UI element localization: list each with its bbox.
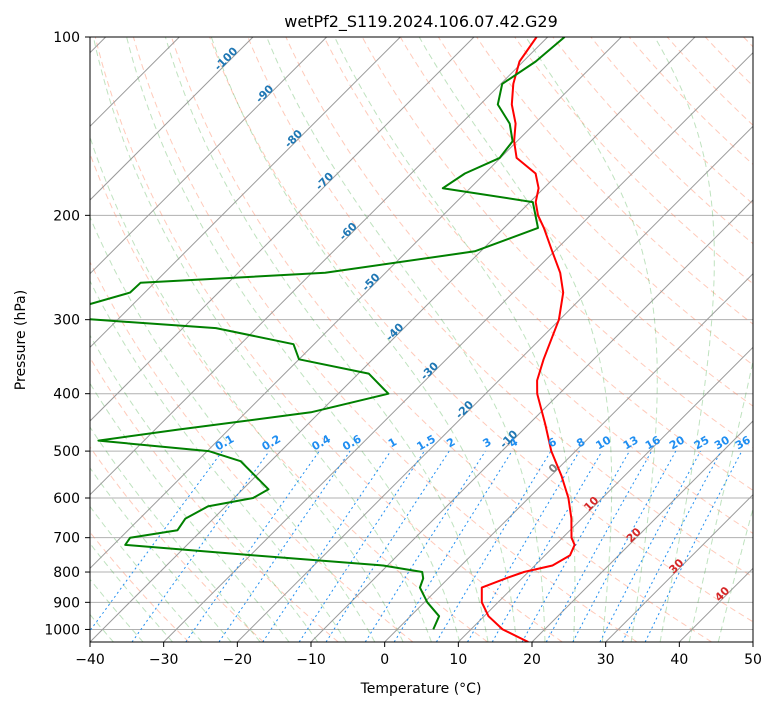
mixing-ratio-line <box>90 450 223 632</box>
mixing-ratio-line <box>435 450 552 642</box>
plot-frame <box>89 36 754 643</box>
x-tick-label: 20 <box>523 652 541 668</box>
isotherm-line <box>531 420 753 642</box>
mixing-ratio-line <box>325 450 450 642</box>
temperature-line <box>480 37 576 642</box>
mixing-ratio-line <box>644 450 743 642</box>
chart-title: wetPf2_S119.2024.106.07.42.G29 <box>284 12 558 32</box>
isotherm-line <box>310 199 753 642</box>
isotherm-line <box>90 37 696 642</box>
mixing-ratio-line <box>491 450 603 642</box>
dewpoint-line <box>90 37 566 630</box>
mixing-ratio-line <box>621 450 722 642</box>
moist-adiabat <box>90 382 290 642</box>
x-tick-label: 0 <box>380 652 389 668</box>
moist-adiabat <box>717 506 753 642</box>
dry-adiabat <box>323 37 753 491</box>
isotherm-line <box>605 493 753 642</box>
isotherm-line <box>90 37 475 422</box>
moist-adiabat <box>92 37 432 642</box>
y-tick-label: 500 <box>53 444 80 460</box>
x-tick-label: −30 <box>149 652 179 668</box>
x-tick-label: 10 <box>449 652 467 668</box>
moist-adiabat <box>90 334 319 642</box>
moist-adiabat <box>90 467 232 642</box>
x-tick-label: −10 <box>296 652 326 668</box>
moist-adiabat <box>334 37 576 642</box>
x-tick-label: −40 <box>75 652 105 668</box>
dry-adiabat <box>247 37 753 578</box>
dry-adiabat <box>476 37 753 325</box>
y-tick-label: 100 <box>53 30 80 46</box>
moist-adiabat <box>90 578 144 642</box>
x-tick-label: 50 <box>744 652 762 668</box>
x-axis-label: Temperature (°C) <box>360 681 482 697</box>
y-tick-label: 200 <box>53 208 80 224</box>
dry-adiabat <box>132 37 638 642</box>
x-tick-label: 30 <box>597 652 615 668</box>
mixing-ratio-line <box>545 450 653 642</box>
mixing-ratio-line <box>572 450 677 642</box>
moist-adiabat <box>688 358 753 642</box>
mixing-ratio-line <box>131 450 270 642</box>
mixing-ratio-line <box>599 450 701 642</box>
moist-adiabat <box>90 542 173 642</box>
moist-adiabat <box>126 37 461 642</box>
mixing-ratio-line <box>298 450 425 642</box>
isotherm-line <box>457 346 753 642</box>
dry-adiabat <box>90 446 264 642</box>
isotherm-line <box>90 37 328 275</box>
isotherm-line <box>90 37 622 570</box>
y-axis-label: Pressure (hPa) <box>13 290 29 390</box>
y-tick-label: 800 <box>53 565 80 581</box>
dry-adiabat <box>514 37 753 285</box>
moist-adiabat <box>654 37 715 642</box>
isotherm-line <box>90 37 549 496</box>
mixing-ratio-line <box>393 450 513 642</box>
moist-adiabat <box>266 37 546 642</box>
isotherm-line <box>384 272 753 642</box>
moist-adiabat <box>90 505 203 642</box>
dry-adiabat <box>90 260 414 642</box>
isotherm-line <box>90 37 254 201</box>
moist-adiabat <box>90 426 261 642</box>
moist-adiabats <box>90 37 753 642</box>
x-tick-label: 40 <box>670 652 688 668</box>
moist-adiabat <box>210 37 517 642</box>
y-tick-label: 700 <box>53 531 80 547</box>
mixing-ratio-line <box>364 450 486 642</box>
profile-lines <box>90 37 576 642</box>
y-tick-label: 300 <box>53 313 80 329</box>
moist-adiabat <box>525 37 658 642</box>
dry-adiabat <box>209 37 753 623</box>
plot-area: 0.1 0.2 0.4 0.6 1 1.5 2 3 4 6 8 10 13 16 20 25 30 36-100-… <box>90 37 753 642</box>
skewed-isotherms <box>90 37 753 642</box>
y-tick-label: 1000 <box>44 622 80 638</box>
moist-adiabat <box>164 37 489 642</box>
isotherm-line <box>236 125 753 642</box>
isotherm-line <box>90 37 401 349</box>
y-tick-label: 900 <box>53 595 80 611</box>
isotherm-line <box>163 51 753 642</box>
axis-ticks: −40 −30 −20 −10 0 10 20 30 40 50 100 200 300 400 500 60… <box>44 30 762 668</box>
moist-adiabat <box>418 37 613 642</box>
y-tick-label: 600 <box>53 491 80 507</box>
x-tick-label: −20 <box>223 652 253 668</box>
dry-adiabat <box>94 37 563 642</box>
moist-adiabat <box>90 135 404 642</box>
mixing-ratio-line <box>521 450 630 642</box>
y-tick-label: 400 <box>53 387 80 403</box>
dry-adiabat <box>171 37 712 642</box>
mixing-ratio-line <box>185 450 320 642</box>
dry-adiabat <box>285 37 753 535</box>
mixing-ratio-lines <box>90 450 743 642</box>
mixing-ratio-line <box>467 450 580 642</box>
moist-adiabat <box>90 215 376 642</box>
